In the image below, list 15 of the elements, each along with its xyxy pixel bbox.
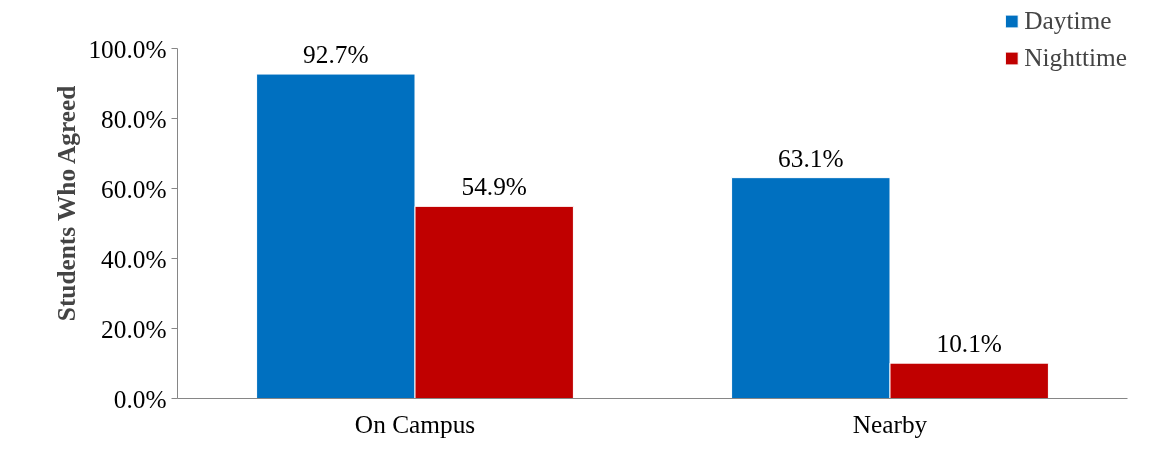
y-tick-label: 80.0% — [101, 104, 167, 133]
y-tick-label: 0.0% — [113, 384, 167, 413]
x-tick-label: On Campus — [354, 409, 476, 438]
data-label: 54.9% — [461, 172, 527, 201]
legend-label: Daytime — [1024, 6, 1112, 35]
y-tick-label: 20.0% — [101, 314, 167, 343]
data-label: 92.7% — [303, 40, 369, 69]
legend-label: Nighttime — [1024, 43, 1127, 72]
y-tick-label: 60.0% — [101, 174, 167, 203]
y-tick-label: 40.0% — [101, 244, 167, 273]
data-label: 10.1% — [936, 329, 1002, 358]
data-label: 63.1% — [778, 143, 844, 172]
x-tick-label: Nearby — [852, 409, 928, 438]
y-axis-title: Students Who Agreed — [52, 85, 81, 322]
y-tick-label: 100.0% — [88, 34, 167, 63]
